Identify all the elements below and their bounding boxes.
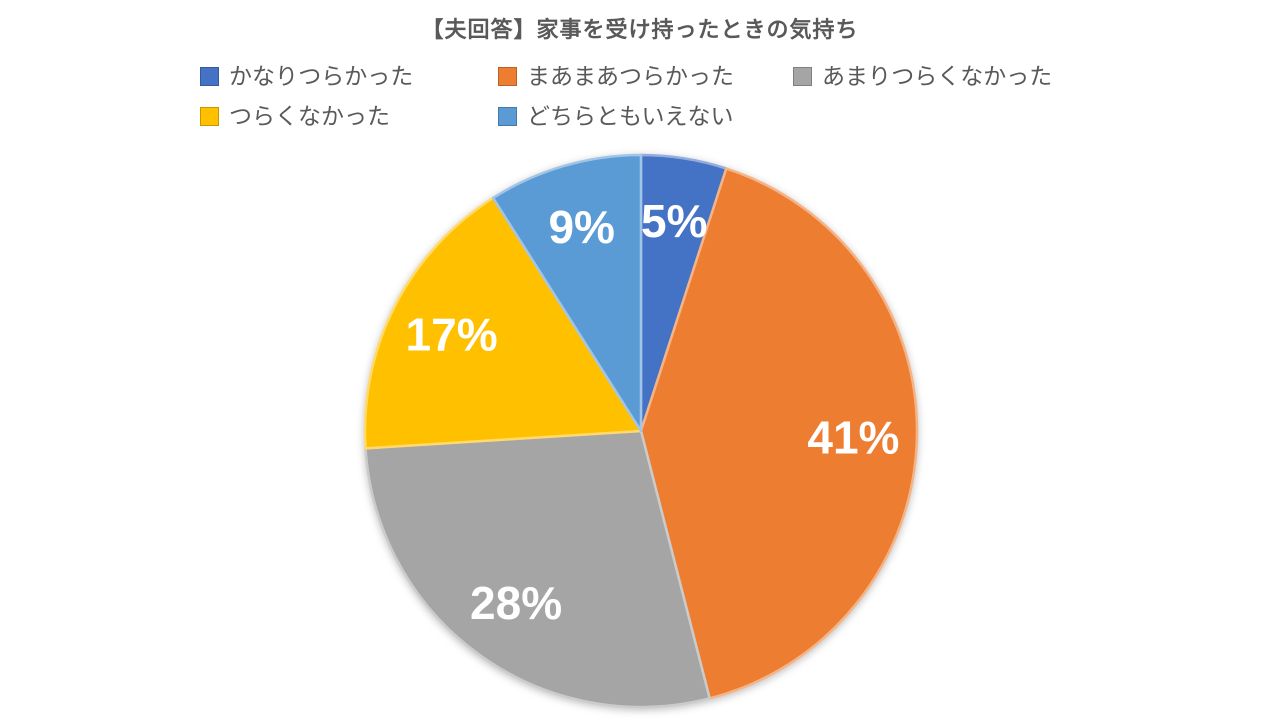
legend-item-3: つらくなかった — [200, 102, 498, 130]
chart-title: 【夫回答】家事を受け持ったときの気持ち — [421, 17, 859, 42]
pie-slice-label-2: 28% — [470, 577, 562, 629]
legend-item-0: かなりつらかった — [200, 62, 498, 90]
legend-item-label: どちらともいえない — [527, 103, 734, 129]
pie-slice-label-1: 41% — [807, 412, 899, 464]
pie-slice-label-4: 9% — [548, 201, 614, 253]
legend-item-label: かなりつらかった — [229, 63, 414, 89]
legend-swatch-icon — [200, 66, 219, 86]
pie-slice-1 — [639, 167, 919, 700]
legend-swatch-icon — [200, 106, 219, 126]
legend-item-label: あまりつらくなかった — [822, 63, 1053, 89]
legend-swatch-icon — [498, 66, 517, 86]
pie-slice-3 — [363, 196, 643, 450]
chart-legend: かなりつらかった まあまあつらかった あまりつらくなかったつらくなかった どちらともい… — [200, 62, 1052, 130]
legend-item-4: どちらともいえない — [498, 102, 793, 130]
legend-item-label: まあまあつらかった — [527, 63, 734, 89]
pie-slice-4 — [491, 153, 643, 433]
legend-item-label: つらくなかった — [229, 103, 390, 129]
legend-item-2: あまりつらくなかった — [793, 62, 1052, 90]
legend-swatch-icon — [793, 66, 812, 86]
legend-swatch-icon — [498, 106, 517, 126]
pie-slice-label-0: 5% — [641, 195, 707, 247]
pie-slice-label-3: 17% — [406, 309, 498, 361]
legend-item-1: まあまあつらかった — [498, 62, 793, 90]
pie-slice-2 — [364, 429, 711, 709]
pie-group: 5% 41% 28% 17% 9% — [363, 153, 919, 709]
